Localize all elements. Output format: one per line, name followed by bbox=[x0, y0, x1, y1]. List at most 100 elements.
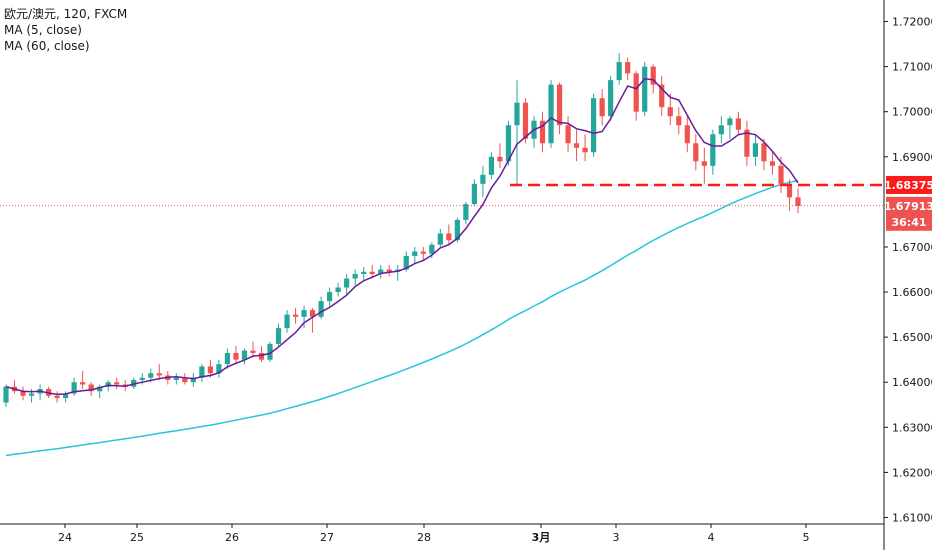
price-levels bbox=[0, 183, 884, 207]
y-tick-label: 1.62000 bbox=[892, 466, 932, 479]
candle bbox=[633, 71, 639, 121]
chart-legend: 欧元/澳元, 120, FXCM MA (5, close) MA (60, c… bbox=[4, 6, 127, 54]
candle bbox=[514, 80, 520, 184]
last-price-label: 1.67913 bbox=[884, 200, 932, 213]
candle-body bbox=[241, 350, 248, 360]
candle-body bbox=[761, 143, 767, 162]
candle-body bbox=[608, 80, 614, 117]
candle-body bbox=[727, 118, 733, 126]
last-price-badge bbox=[886, 196, 932, 231]
candle bbox=[539, 111, 546, 153]
candle bbox=[335, 283, 341, 297]
candle-body bbox=[301, 310, 307, 317]
candle bbox=[292, 307, 299, 324]
candle-body bbox=[769, 161, 776, 166]
candle bbox=[480, 165, 486, 198]
legend-symbol[interactable]: 欧元/澳元, 120, FXCM bbox=[4, 7, 128, 21]
candle bbox=[744, 120, 750, 166]
x-tick-label: 5 bbox=[803, 531, 810, 544]
candle bbox=[693, 134, 699, 171]
candle-body bbox=[403, 255, 409, 270]
candle-body bbox=[309, 310, 316, 317]
legend-ma60[interactable]: MA (60, close) bbox=[4, 39, 90, 53]
candle bbox=[327, 287, 333, 308]
y-axis: 1.72000 1.71000 1.70000 1.69000 1.67000 1.660… bbox=[883, 0, 932, 550]
candle bbox=[369, 265, 375, 279]
candle-body bbox=[97, 386, 103, 392]
candle-body bbox=[701, 161, 707, 166]
candle-body bbox=[63, 393, 69, 399]
y-tick-label: 1.63000 bbox=[892, 421, 932, 434]
candle-body bbox=[292, 314, 299, 317]
candle-body bbox=[565, 125, 571, 144]
candle bbox=[207, 359, 213, 378]
candle-body bbox=[616, 62, 622, 81]
candle bbox=[250, 341, 256, 358]
candle bbox=[437, 228, 443, 247]
candle-body bbox=[710, 134, 716, 166]
candle bbox=[352, 269, 358, 286]
candle-body bbox=[625, 62, 631, 74]
candle-body bbox=[548, 84, 554, 144]
candle bbox=[275, 323, 282, 347]
candle-body bbox=[199, 366, 205, 378]
candle-body bbox=[786, 183, 793, 198]
candle-body bbox=[522, 102, 529, 139]
candle bbox=[676, 107, 682, 135]
candle-body bbox=[514, 102, 520, 126]
candle-body bbox=[318, 301, 324, 317]
candle-body bbox=[582, 147, 588, 153]
candle-body bbox=[344, 278, 350, 288]
candle-body bbox=[207, 366, 213, 374]
candle-body bbox=[267, 343, 273, 360]
candle-body bbox=[795, 197, 801, 206]
candle-body bbox=[693, 143, 699, 162]
candle bbox=[301, 305, 307, 329]
candle-body bbox=[233, 352, 239, 360]
candle-body bbox=[139, 377, 145, 380]
candle bbox=[173, 373, 179, 385]
candle bbox=[361, 267, 367, 281]
candle bbox=[710, 129, 716, 175]
candle-body bbox=[54, 395, 60, 399]
y-tick-label: 1.70000 bbox=[892, 106, 932, 119]
y-tick-label: 1.64000 bbox=[892, 376, 932, 389]
candle bbox=[233, 346, 239, 365]
candle bbox=[608, 75, 614, 121]
candle-body bbox=[778, 165, 784, 184]
countdown-label: 36:41 bbox=[891, 216, 926, 229]
x-tick-label: 25 bbox=[130, 531, 144, 544]
candle-body bbox=[224, 352, 231, 365]
y-tick-label: 1.65000 bbox=[892, 331, 932, 344]
candle bbox=[463, 201, 469, 225]
candle-body bbox=[735, 118, 741, 130]
candle-body bbox=[591, 98, 597, 153]
candle-body bbox=[88, 384, 94, 392]
candle-body bbox=[3, 386, 9, 403]
candle bbox=[182, 373, 188, 385]
candle-body bbox=[182, 377, 188, 383]
candle-body bbox=[599, 98, 605, 117]
candle bbox=[718, 116, 724, 144]
candle-body bbox=[752, 143, 759, 157]
ma60-layer bbox=[5, 179, 799, 457]
candle bbox=[156, 364, 162, 380]
candle bbox=[752, 134, 759, 166]
candle bbox=[625, 57, 631, 81]
x-tick-label: 26 bbox=[225, 531, 239, 544]
candle-body bbox=[105, 382, 111, 387]
candle-body bbox=[216, 364, 222, 374]
candle bbox=[582, 134, 588, 162]
candle bbox=[548, 80, 554, 148]
candle bbox=[63, 391, 69, 403]
candle-body bbox=[352, 274, 358, 279]
candle-body bbox=[437, 233, 443, 245]
x-axis: 24 25 26 27 28 3月 3 4 5 bbox=[0, 523, 884, 544]
candle bbox=[190, 373, 196, 387]
x-tick-label: 3月 bbox=[532, 531, 551, 544]
legend-ma5[interactable]: MA (5, close) bbox=[4, 23, 82, 37]
candle-body bbox=[361, 271, 367, 275]
candle bbox=[267, 341, 273, 362]
y-tick-label: 1.72000 bbox=[892, 16, 932, 29]
